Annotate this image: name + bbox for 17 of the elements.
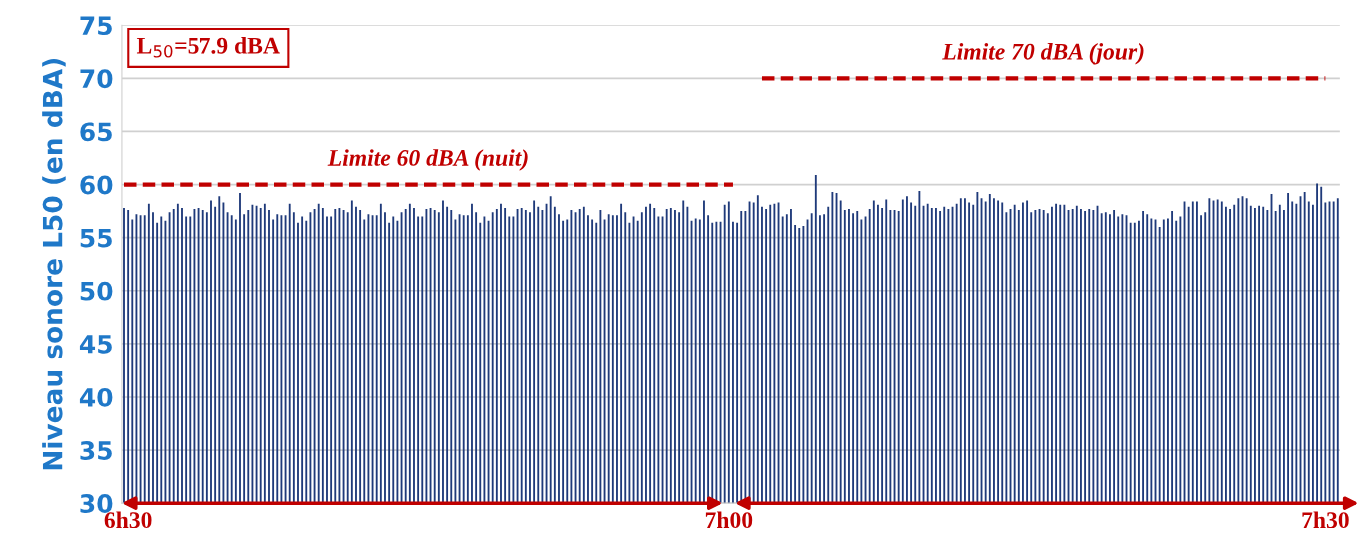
y-axis-title: Niveau sonore L50 (en dBA) bbox=[42, 58, 66, 470]
y-tick-label: 45 bbox=[79, 335, 112, 354]
y-tick-label: 60 bbox=[80, 175, 113, 195]
x-tick-label: 7h30 bbox=[1302, 511, 1349, 529]
y-tick-label: 65 bbox=[80, 122, 112, 142]
x-tick-label: 6h30 bbox=[104, 511, 152, 529]
annotation: L$_{50}$=57.9 dBA bbox=[136, 37, 280, 58]
y-tick-label: 50 bbox=[80, 281, 113, 301]
y-tick-label: 70 bbox=[80, 69, 113, 89]
y-tick-label: 40 bbox=[79, 387, 113, 407]
y-tick-label: 30 bbox=[80, 494, 113, 514]
y-tick-label: 35 bbox=[80, 441, 112, 460]
x-tick-label: 7h00 bbox=[705, 511, 753, 529]
series-label: Limite 60 dBA (nuit) bbox=[327, 149, 528, 171]
series-label: Limite 70 dBA (jour) bbox=[942, 43, 1144, 65]
y-tick-label: 55 bbox=[80, 228, 112, 248]
y-tick-label: 75 bbox=[80, 16, 112, 36]
